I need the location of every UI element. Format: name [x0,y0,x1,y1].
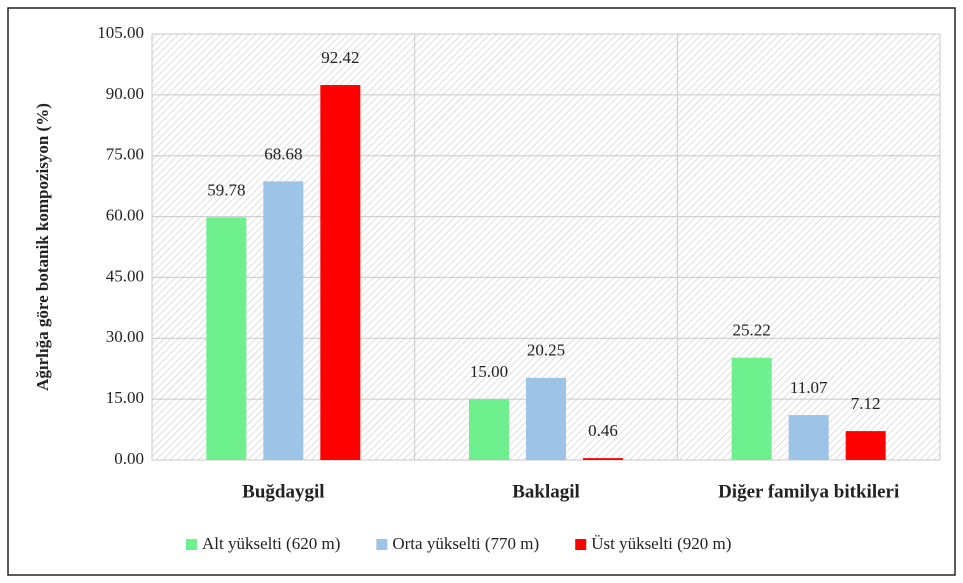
data-label: 25.22 [733,321,771,340]
data-label: 15.00 [470,362,508,381]
legend-label: Üst yükselti (920 m) [591,534,731,553]
data-label: 59.78 [207,180,245,199]
y-tick-label: 15.00 [106,388,144,407]
bar [526,377,566,460]
data-label: 11.07 [790,378,828,397]
bar [263,181,304,461]
bar [845,431,886,460]
y-tick-label: 45.00 [106,266,144,285]
legend-swatch [186,539,197,550]
bar [206,217,247,460]
legend-label: Orta yükselti (770 m) [392,534,539,553]
x-tick-label: Buğdaygil [242,481,324,502]
data-label: 0.46 [588,421,618,440]
bar [320,85,361,461]
bar [731,357,772,460]
data-label: 7.12 [851,394,881,413]
y-tick-label: 75.00 [106,145,144,164]
data-label: 68.68 [264,144,302,163]
y-axis-label: Ağırlığa göre botanik kompozisyon (%) [33,103,52,391]
x-tick-label: Diğer familya bitkileri [718,481,899,502]
bar [469,399,509,460]
bar [583,458,623,460]
data-label: 92.42 [321,48,359,67]
legend-swatch [376,539,388,550]
legend-label: Alt yükselti (620 m) [202,534,340,553]
y-tick-label: 60.00 [106,205,144,224]
y-tick-label: 30.00 [106,327,144,346]
y-tick-label: 105.00 [97,23,144,42]
legend-swatch [575,539,587,550]
bar [788,415,829,460]
x-tick-label: Baklagil [512,481,580,502]
data-label: 20.25 [527,341,565,360]
y-tick-label: 90.00 [106,84,144,103]
y-tick-label: 0.00 [114,449,144,468]
